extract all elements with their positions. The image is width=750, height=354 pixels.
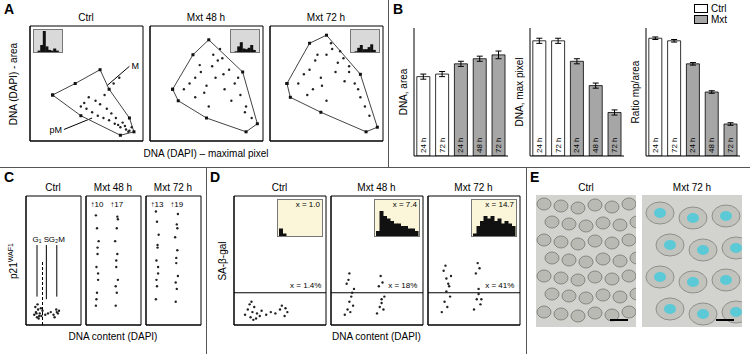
svg-text:DNA, max pixel: DNA, max pixel bbox=[514, 58, 525, 127]
html-text:Ctrl: Ctrl bbox=[78, 12, 94, 23]
html-text:p21: p21 bbox=[8, 262, 20, 279]
svg-text:G₂M: G₂M bbox=[49, 235, 65, 244]
svg-text:24 h: 24 h bbox=[456, 137, 465, 153]
svg-text:x = 1.4%: x = 1.4% bbox=[290, 281, 321, 290]
html-text:DNA content (DAPI): DNA content (DAPI) bbox=[332, 331, 421, 342]
html-text:Mxt 48 h: Mxt 48 h bbox=[93, 182, 133, 193]
svg-text:72 h: 72 h bbox=[610, 137, 619, 153]
html-text:Ctrl: Ctrl bbox=[578, 182, 594, 193]
svg-text:48 h: 48 h bbox=[475, 137, 484, 153]
svg-text:DNA, area: DNA, area bbox=[398, 68, 409, 115]
html-text:Mxt 48 h: Mxt 48 h bbox=[357, 182, 396, 193]
html-text:Mxt 72 h: Mxt 72 h bbox=[454, 182, 493, 193]
html-text:Ctrl: Ctrl bbox=[45, 182, 61, 193]
svg-text:x = 18%: x = 18% bbox=[388, 281, 417, 290]
html-text:E: E bbox=[530, 169, 540, 185]
svg-text:72 h: 72 h bbox=[438, 137, 447, 153]
svg-text:G₁: G₁ bbox=[33, 235, 42, 244]
svg-text:Ratio mp/area: Ratio mp/area bbox=[630, 60, 641, 123]
svg-text:72 h: 72 h bbox=[554, 137, 563, 153]
svg-text:24 h: 24 h bbox=[535, 137, 544, 153]
svg-text:48 h: 48 h bbox=[707, 137, 716, 153]
svg-text:pM: pM bbox=[49, 125, 62, 135]
html-text:x = 7.4: x = 7.4 bbox=[392, 200, 417, 209]
html-text:C: C bbox=[4, 169, 15, 185]
html-text:A: A bbox=[4, 1, 15, 17]
svg-text:24 h: 24 h bbox=[651, 137, 660, 153]
html-text:Mxt 72 h: Mxt 72 h bbox=[153, 182, 193, 193]
html-text:Mxt 72 h: Mxt 72 h bbox=[672, 182, 712, 193]
svg-text:24 h: 24 h bbox=[419, 137, 428, 153]
svg-text:M: M bbox=[131, 61, 139, 71]
html-text:DNA (DAPI) – maximal pixel: DNA (DAPI) – maximal pixel bbox=[143, 148, 269, 159]
svg-text:72 h: 72 h bbox=[670, 137, 679, 153]
html-text:DNA (DAPI) - area: DNA (DAPI) - area bbox=[8, 42, 19, 126]
svg-text:72 h: 72 h bbox=[494, 137, 503, 153]
svg-text:↑10: ↑10 bbox=[91, 200, 104, 209]
svg-text:48 h: 48 h bbox=[591, 137, 600, 153]
svg-text:24 h: 24 h bbox=[688, 137, 697, 153]
svg-text:↑13: ↑13 bbox=[151, 200, 164, 209]
html-text:Ctrl: Ctrl bbox=[271, 182, 288, 193]
html-text:Mxt: Mxt bbox=[711, 14, 728, 25]
svg-text:x = 41%: x = 41% bbox=[485, 281, 514, 290]
svg-text:72 h: 72 h bbox=[726, 137, 735, 153]
html-text:D: D bbox=[210, 169, 221, 185]
html-text:x = 14.7: x = 14.7 bbox=[485, 200, 514, 209]
html-text:Mxt 48 h: Mxt 48 h bbox=[186, 12, 226, 23]
html-text:WAF1: WAF1 bbox=[7, 243, 15, 263]
svg-text:↑17: ↑17 bbox=[110, 200, 123, 209]
html-text:SA-β-gal: SA-β-gal bbox=[217, 241, 228, 281]
svg-text:↑19: ↑19 bbox=[170, 200, 183, 209]
svg-text:S: S bbox=[43, 235, 49, 244]
html-text:x = 1.0: x = 1.0 bbox=[295, 200, 320, 209]
html-text:Mxt 72 h: Mxt 72 h bbox=[306, 12, 346, 23]
html-text:Ctrl: Ctrl bbox=[711, 3, 727, 14]
svg-text:24 h: 24 h bbox=[572, 137, 581, 153]
html-text:B: B bbox=[393, 1, 404, 17]
html-text:DNA content (DAPI): DNA content (DAPI) bbox=[68, 331, 158, 342]
